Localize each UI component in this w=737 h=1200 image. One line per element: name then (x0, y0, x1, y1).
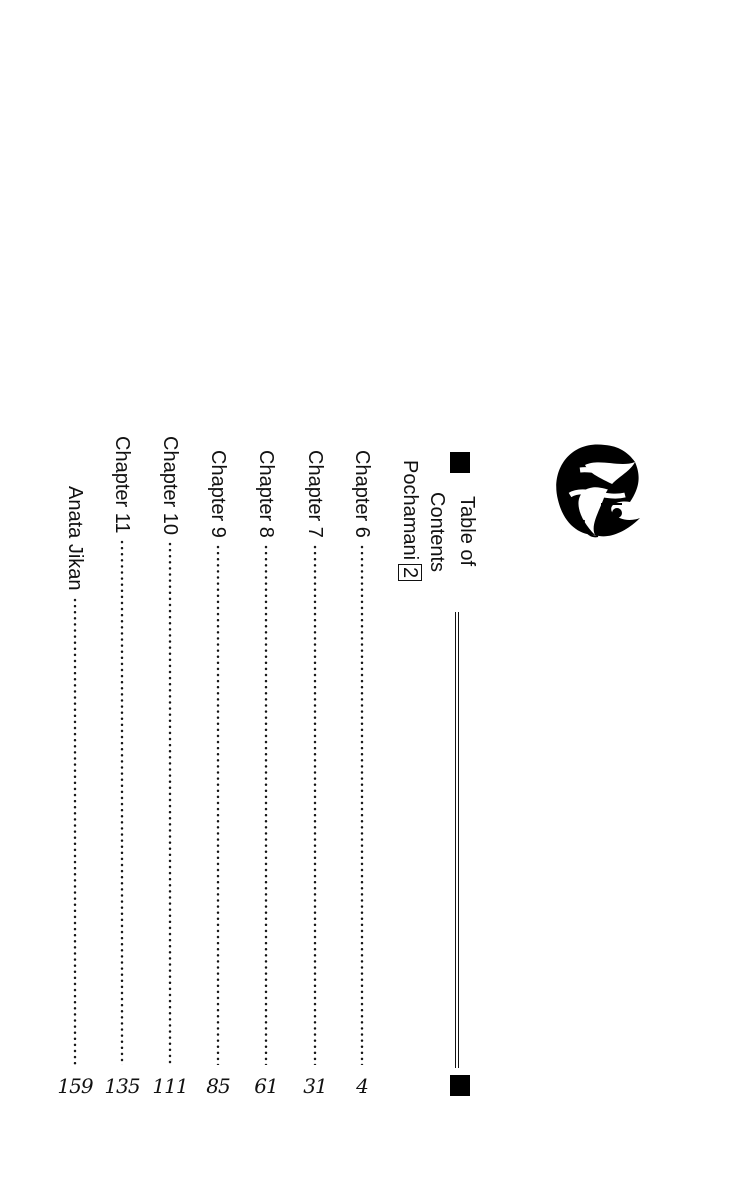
toc-entry[interactable]: Chapter 6 (347, 450, 377, 1065)
toc-entry[interactable]: Chapter 11 (107, 436, 137, 1065)
page-number: 85 (206, 1074, 230, 1098)
page-number: 111 (152, 1074, 188, 1098)
double-rule (455, 612, 459, 1068)
page-number: 159 (57, 1074, 93, 1098)
heading-line1: Table of (456, 496, 478, 567)
entry-label: Chapter 9 (207, 450, 229, 538)
series-name: Pochamani (399, 460, 421, 561)
toc-entry[interactable]: Chapter 10 (155, 436, 185, 1065)
entry-label: Anata Jikan (64, 486, 86, 591)
dot-leader (313, 543, 317, 1065)
dot-leader (264, 543, 268, 1065)
page-number: 135 (104, 1074, 140, 1098)
dot-leader (216, 543, 220, 1065)
entry-label: Chapter 6 (351, 450, 373, 538)
heading-line2: Contents (426, 492, 448, 573)
page-number: 61 (254, 1074, 278, 1098)
entry-label: Chapter 8 (255, 450, 277, 538)
toc-entry[interactable]: Chapter 8 (251, 450, 281, 1065)
toc-entry[interactable]: Anata Jikan (60, 486, 90, 1065)
volume-badge: 2 (398, 564, 422, 582)
dot-leader (168, 540, 172, 1065)
entry-label: Chapter 11 (111, 436, 133, 534)
page-number: 4 (356, 1074, 369, 1098)
dot-leader (360, 543, 364, 1065)
toc-entry[interactable]: Chapter 7 (300, 450, 330, 1065)
dot-leader (73, 596, 77, 1065)
page-number: 31 (303, 1074, 327, 1098)
heading-square-top (450, 452, 470, 473)
series-title: Pochamani 2 (396, 460, 424, 582)
entry-label: Chapter 7 (304, 450, 326, 538)
face-logo-icon (556, 444, 640, 538)
dot-leader (120, 539, 124, 1065)
entry-label: Chapter 10 (159, 436, 181, 535)
heading-square-bottom (450, 1075, 470, 1096)
toc-entry[interactable]: Chapter 9 (203, 450, 233, 1065)
